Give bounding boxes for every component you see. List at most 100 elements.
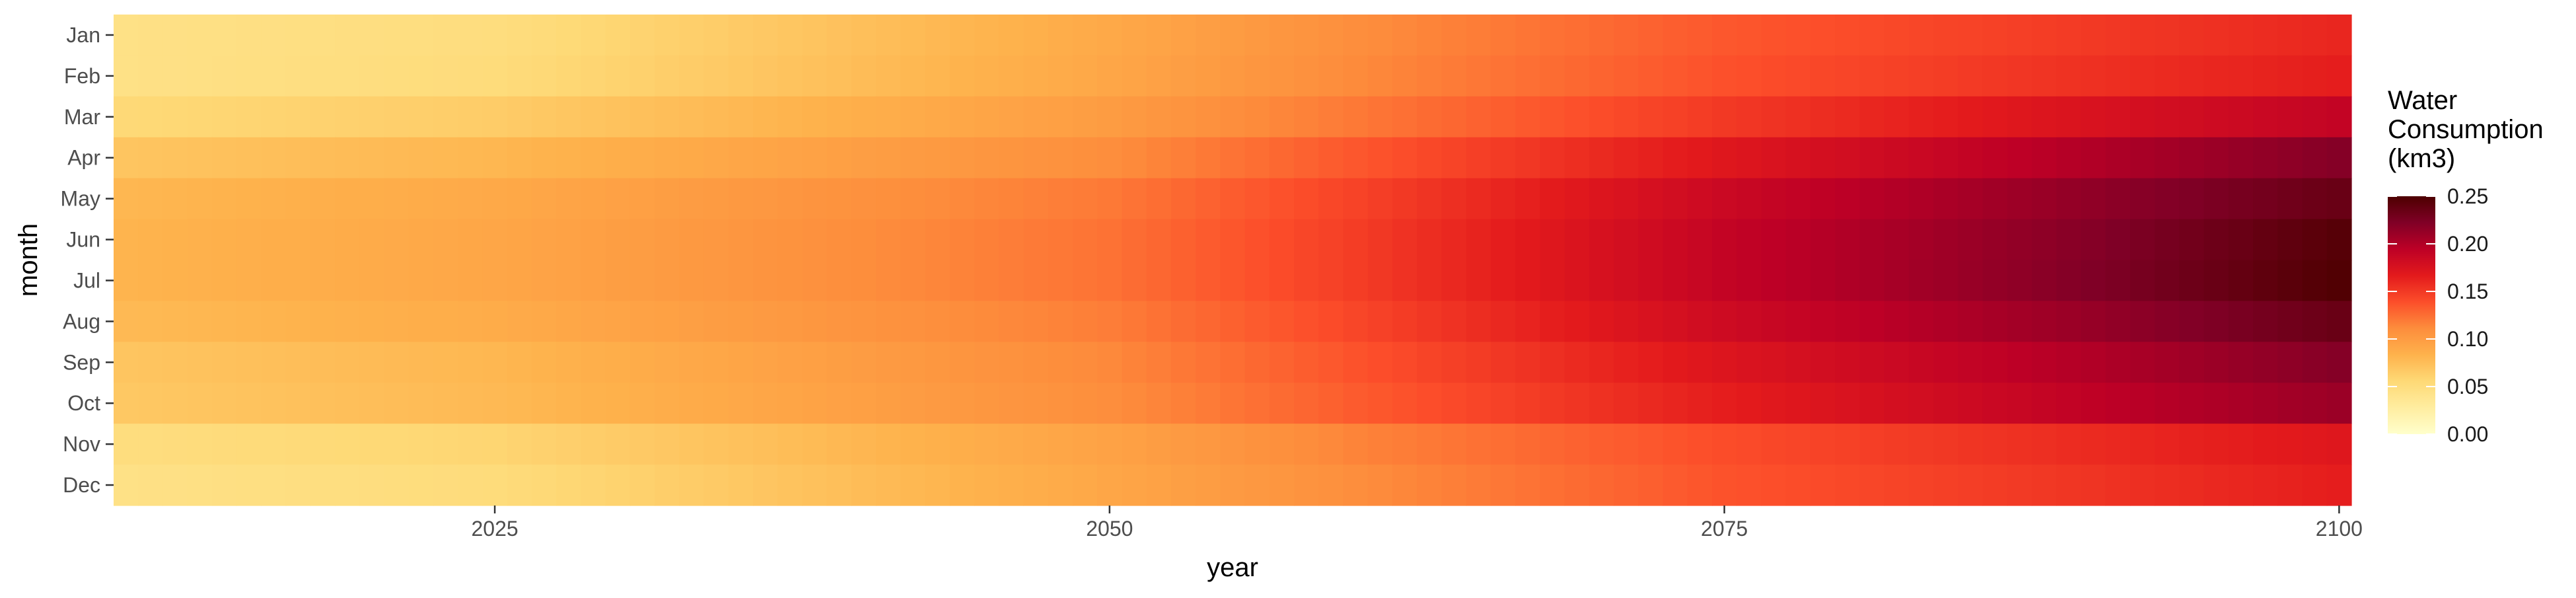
heatmap-cell — [851, 178, 877, 220]
heatmap-cell — [1170, 55, 1196, 97]
heatmap-cell — [1540, 260, 1565, 302]
heatmap-cell — [777, 342, 803, 383]
heatmap-cell — [187, 383, 213, 424]
heatmap-cell — [777, 383, 803, 424]
heatmap-cell — [2326, 55, 2352, 97]
heatmap-cell — [581, 96, 606, 138]
heatmap-cell — [2253, 96, 2278, 138]
heatmap-cell — [2179, 219, 2205, 261]
heatmap-cell — [1466, 260, 1491, 302]
heatmap-cell — [384, 301, 410, 342]
heatmap-cell — [138, 301, 164, 342]
heatmap-cell — [1417, 260, 1443, 302]
heatmap-cell — [482, 260, 508, 302]
heatmap-cell — [876, 96, 901, 138]
heatmap-cell — [1982, 383, 2008, 424]
legend-break-label: 0.25 — [2447, 184, 2488, 208]
heatmap-cell — [605, 178, 631, 220]
heatmap-cell — [2155, 424, 2180, 465]
heatmap-cell — [1564, 342, 1590, 383]
heatmap-cell — [1122, 260, 1147, 302]
heatmap-cell — [1441, 465, 1467, 506]
heatmap-cell — [359, 219, 385, 261]
heatmap-cell — [679, 15, 705, 56]
heatmap-cell — [1884, 260, 1910, 302]
heatmap-cell — [753, 383, 778, 424]
heatmap-cell — [1589, 219, 1614, 261]
heatmap-cell — [162, 96, 188, 138]
heatmap-cell — [1122, 342, 1147, 383]
heatmap-cell — [1170, 465, 1196, 506]
heatmap-cell — [1146, 15, 1172, 56]
heatmap-cell — [138, 260, 164, 302]
heatmap-cell — [925, 260, 950, 302]
heatmap-cell — [1835, 15, 1860, 56]
heatmap-cell — [1466, 55, 1491, 97]
heatmap-cell — [2129, 383, 2155, 424]
legend-break-label: 0.10 — [2447, 327, 2488, 351]
heatmap-cell — [1712, 15, 1737, 56]
heatmap-cell — [925, 55, 950, 97]
heatmap-cell — [949, 342, 975, 383]
heatmap-cell — [1392, 383, 1417, 424]
heatmap-cell — [826, 383, 852, 424]
heatmap-cell — [433, 342, 458, 383]
heatmap-cell — [261, 15, 287, 56]
heatmap-cell — [2129, 260, 2155, 302]
heatmap-cell — [285, 178, 311, 220]
heatmap-cell — [1687, 383, 1713, 424]
heatmap-cell — [2179, 342, 2205, 383]
heatmap-cell — [2032, 137, 2057, 179]
heatmap-cell — [359, 342, 385, 383]
heatmap-cell — [1048, 342, 1073, 383]
heatmap-cell — [2056, 383, 2082, 424]
heatmap-cell — [1269, 424, 1295, 465]
heatmap-cell — [1073, 15, 1098, 56]
heatmap-cell — [2253, 260, 2278, 302]
heatmap-cell — [2155, 301, 2180, 342]
heatmap-cell — [114, 465, 139, 506]
heatmap-cell — [1048, 178, 1073, 220]
heatmap-cell — [703, 260, 729, 302]
heatmap-cell — [1220, 178, 1246, 220]
heatmap-cell — [2277, 260, 2303, 302]
heatmap-cell — [1785, 465, 1811, 506]
heatmap-cell — [1196, 465, 1221, 506]
heatmap-cell — [1982, 15, 2008, 56]
heatmap-cell — [187, 342, 213, 383]
heatmap-cell — [2179, 15, 2205, 56]
heatmap-cell — [629, 424, 655, 465]
heatmap-cell — [1023, 424, 1049, 465]
heatmap-cell — [1614, 137, 1639, 179]
heatmap-cell — [433, 465, 458, 506]
heatmap-cell — [1269, 342, 1295, 383]
heatmap-cell — [384, 219, 410, 261]
heatmap-cell — [138, 342, 164, 383]
heatmap-cell — [1466, 96, 1491, 138]
heatmap-cell — [531, 424, 557, 465]
heatmap-cell — [900, 260, 926, 302]
heatmap-cell — [482, 301, 508, 342]
heatmap-cell — [211, 178, 237, 220]
heatmap-cell — [605, 55, 631, 97]
heatmap-cell — [2105, 96, 2131, 138]
heatmap-cell — [1097, 465, 1123, 506]
heatmap-cell — [851, 260, 877, 302]
heatmap-cell — [1367, 137, 1393, 179]
heatmap-cell — [679, 219, 705, 261]
heatmap-cell — [605, 219, 631, 261]
heatmap-cell — [2277, 15, 2303, 56]
y-tick-label: May — [61, 187, 100, 211]
heatmap-cell — [629, 465, 655, 506]
heatmap-cell — [2326, 424, 2352, 465]
y-tick-label: Feb — [64, 64, 100, 88]
heatmap-cell — [507, 342, 532, 383]
heatmap-cell — [1761, 178, 1787, 220]
heatmap-cell — [1490, 96, 1516, 138]
heatmap-cell — [1392, 260, 1417, 302]
heatmap-cell — [2277, 55, 2303, 97]
heatmap-cell — [876, 15, 901, 56]
heatmap-cell — [949, 15, 975, 56]
heatmap-cell — [1294, 178, 1319, 220]
heatmap-cell — [531, 260, 557, 302]
